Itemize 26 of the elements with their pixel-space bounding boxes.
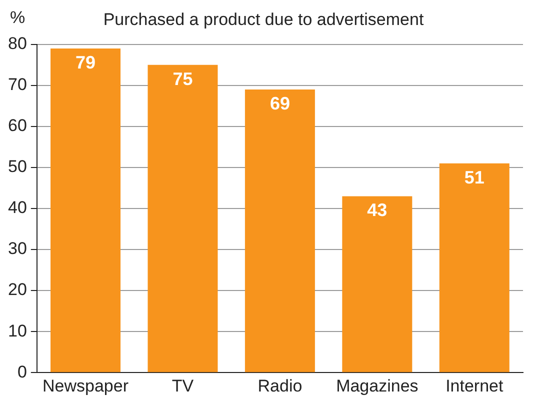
x-tick-label: Magazines	[336, 376, 418, 396]
y-axis-title: %	[10, 8, 26, 28]
data-label: 43	[367, 200, 388, 220]
data-label: 79	[76, 52, 96, 72]
bar	[244, 90, 315, 372]
x-tick-label: Newspaper	[42, 376, 129, 396]
data-label: 51	[464, 167, 484, 188]
bar	[342, 196, 412, 372]
x-tick-label: Internet	[446, 376, 504, 396]
bar	[50, 48, 121, 372]
y-tick-label: 60	[8, 116, 27, 136]
data-label: 69	[270, 93, 290, 114]
y-tick-label: 70	[8, 75, 27, 94]
y-tick-label: 30	[8, 239, 27, 258]
bar	[148, 64, 218, 372]
y-tick-label: 80	[8, 34, 27, 54]
x-tick-label: TV	[172, 376, 194, 396]
bar	[439, 163, 510, 372]
x-tick-label: Radio	[258, 376, 302, 396]
y-tick-label: 0	[17, 362, 27, 382]
y-tick-label: 20	[8, 280, 27, 300]
data-label: 75	[172, 68, 193, 89]
y-tick-label: 10	[8, 321, 27, 340]
y-tick-label: 40	[8, 198, 27, 218]
y-tick-label: 50	[8, 157, 27, 176]
chart-title: Purchased a product due to advertisement	[103, 10, 424, 29]
